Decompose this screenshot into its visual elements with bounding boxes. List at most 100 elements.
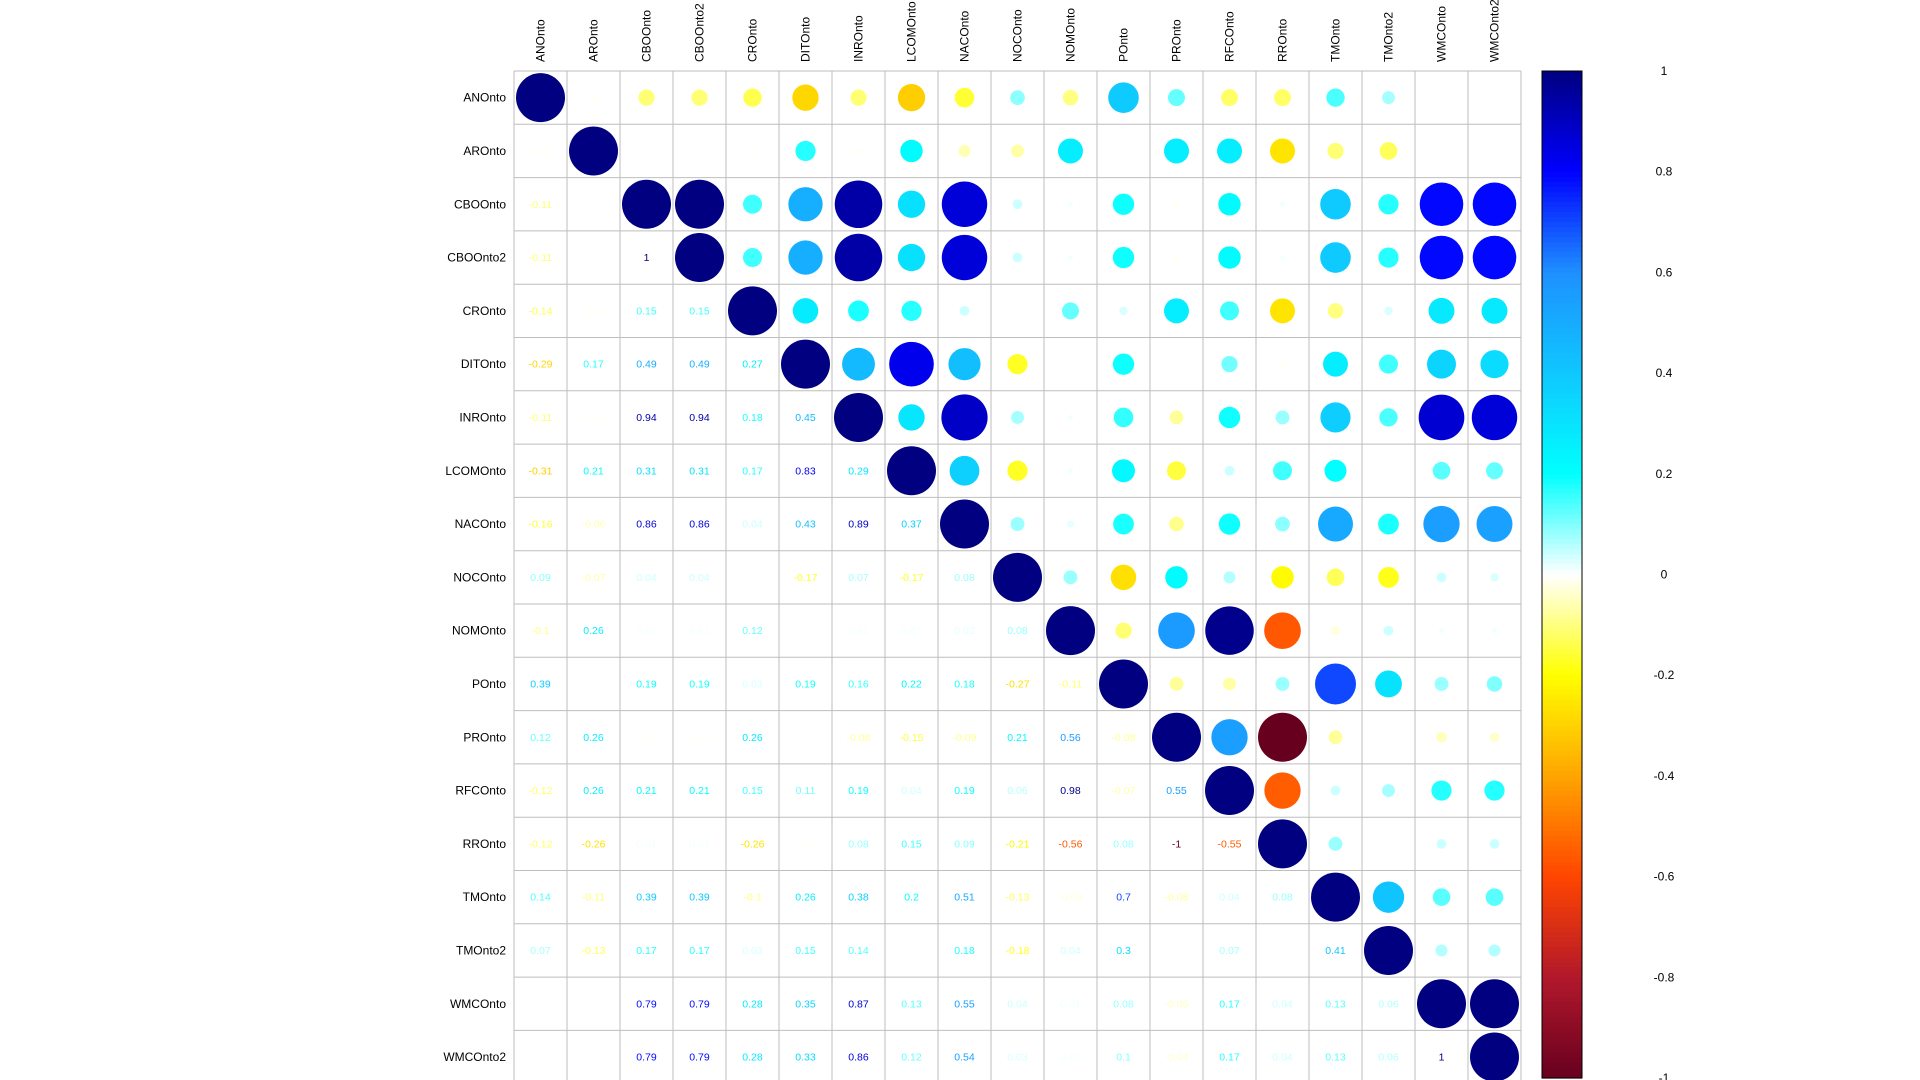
- corr-label-WMCOnto2-CROnto: 0.28: [742, 1052, 763, 1064]
- colorbar-segment: [1542, 282, 1582, 289]
- corr-circle-RFCOnto-TMOnto: [1330, 785, 1341, 796]
- colorbar-segment: [1542, 96, 1582, 102]
- corr-circle-CROnto-LCOMOnto: [901, 300, 922, 321]
- colorbar-segment: [1542, 1072, 1582, 1079]
- corr-label-RFCOnto-ANOnto: -0.12: [529, 785, 553, 797]
- colorbar-segment: [1542, 735, 1582, 742]
- corr-circle-CROnto-DITOnto: [792, 298, 819, 324]
- corr-label-TMOnto2-ANOnto: 0.07: [530, 945, 551, 957]
- colorbar-segment: [1542, 111, 1582, 117]
- col-label-CROnto: CROnto: [746, 18, 760, 62]
- corr-label-WMCOnto2-NOCOnto: 0.03: [1007, 1052, 1028, 1064]
- colorbar-segment: [1542, 634, 1582, 641]
- corr-circle-LCOMOnto-PROnto: [1167, 461, 1186, 481]
- corr-label-TMOnto-ANOnto: 0.14: [530, 892, 551, 904]
- corr-circle-AROnto-NOCOnto: [1011, 144, 1024, 158]
- corr-label-NOCOnto-DITOnto: -0.17: [794, 572, 818, 584]
- row-label-WMCOnto2: WMCOnto2: [443, 1050, 506, 1064]
- corr-label-NOMOnto-CROnto: 0.12: [742, 625, 763, 637]
- corr-circle-NACOnto-NOCOnto: [1010, 517, 1025, 531]
- colorbar-segment: [1542, 297, 1582, 304]
- corr-label-INROnto-CBOOnto2: 0.94: [689, 412, 710, 424]
- corr-label-NOMOnto-CBOOnto2: 0.01: [689, 625, 710, 637]
- corr-circle-CBOOnto2-PROnto: [1174, 255, 1179, 260]
- corr-label-NOMOnto-INROnto: 0.01: [848, 625, 869, 637]
- corr-label-WMCOnto-NOCOnto: 0.04: [1007, 998, 1028, 1010]
- colorbar-segment: [1542, 463, 1582, 470]
- corr-circle-LCOMOnto-RROnto: [1273, 461, 1292, 481]
- corr-label-RROnto-CBOOnto2: 0.01: [689, 838, 710, 850]
- corr-label-TMOnto2-NACOnto: 0.18: [954, 945, 975, 957]
- corr-label-WMCOnto2-INROnto: 0.86: [848, 1052, 869, 1064]
- colorbar-segment: [1542, 322, 1582, 329]
- colorbar-segment: [1542, 891, 1582, 898]
- colorbar-segment: [1542, 337, 1582, 344]
- corr-label-POnto-NACOnto: 0.18: [954, 678, 975, 690]
- colorbar-segment: [1542, 352, 1582, 359]
- corr-circle-RROnto-WMCOnto2: [1489, 838, 1500, 849]
- corr-circle-POnto-POnto: [1099, 659, 1148, 709]
- corr-label-WMCOnto-TMOnto2: 0.06: [1378, 998, 1399, 1010]
- corr-label-RFCOnto-CROnto: 0.15: [742, 785, 763, 797]
- corr-circle-ANOnto-RFCOnto: [1221, 89, 1238, 107]
- colorbar-tick-label: 0: [1661, 568, 1668, 582]
- colorbar-segment: [1542, 942, 1582, 948]
- col-label-RROnto: RROnto: [1276, 18, 1290, 62]
- colorbar-segment: [1542, 680, 1582, 686]
- colorbar-segment: [1542, 770, 1582, 777]
- colorbar-segment: [1542, 952, 1582, 958]
- colorbar-segment: [1542, 705, 1582, 712]
- row-label-POnto: POnto: [472, 677, 506, 691]
- colorbar-segment: [1542, 584, 1582, 591]
- corr-label-POnto-NOMOnto: -0.11: [1059, 678, 1082, 690]
- corr-circle-CBOOnto2-POnto: [1112, 246, 1135, 269]
- corr-label-PROnto-CBOOnto2: -0.01: [688, 732, 712, 744]
- colorbar-segment: [1542, 1067, 1582, 1074]
- corr-label-WMCOnto-RROnto: 0.04: [1272, 998, 1293, 1010]
- colorbar-tick-label: 0.2: [1656, 467, 1673, 481]
- colorbar-segment: [1542, 791, 1582, 797]
- corr-circle-LCOMOnto-NOCOnto: [1007, 460, 1028, 481]
- corr-circle-CBOOnto-POnto: [1112, 193, 1135, 215]
- corr-label-TMOnto2-CROnto: 0.03: [742, 945, 763, 957]
- corr-label-PROnto-CBOOnto: -0.01: [635, 732, 659, 744]
- corr-circle-NOCOnto-PROnto: [1165, 566, 1188, 589]
- corr-circle-CBOOnto2-NOMOnto: [1068, 255, 1073, 260]
- colorbar-segment: [1542, 509, 1582, 515]
- colorbar-segment: [1542, 846, 1582, 853]
- colorbar-segment: [1542, 156, 1582, 163]
- corr-label-WMCOnto-TMOnto: 0.13: [1325, 998, 1346, 1010]
- corr-label-TMOnto2-RFCOnto: 0.07: [1219, 945, 1240, 957]
- colorbar-segment: [1542, 443, 1582, 450]
- colorbar-segment: [1542, 529, 1582, 535]
- corr-circle-ANOnto-POnto: [1108, 82, 1139, 113]
- corr-label-PROnto-NOCOnto: 0.21: [1007, 732, 1028, 744]
- colorbar-segment: [1542, 594, 1582, 601]
- corr-label-WMCOnto2-POnto: 0.1: [1116, 1052, 1131, 1064]
- colorbar-segment: [1542, 312, 1582, 319]
- corr-circle-POnto-WMCOnto: [1434, 677, 1449, 691]
- corr-circle-RROnto-WMCOnto: [1436, 838, 1447, 849]
- colorbar-segment: [1542, 836, 1582, 842]
- colorbar-segment: [1542, 327, 1582, 334]
- corr-circle-CROnto-NACOnto: [959, 305, 970, 316]
- col-label-PROnto: PROnto: [1170, 19, 1184, 62]
- colorbar-segment: [1542, 317, 1582, 324]
- corr-label-WMCOnto-INROnto: 0.87: [848, 998, 869, 1010]
- colorbar-segment: [1542, 292, 1582, 299]
- colorbar-segment: [1542, 201, 1582, 208]
- colorbar-segment: [1542, 428, 1582, 435]
- colorbar-segment: [1542, 393, 1582, 399]
- corr-label-PROnto-NACOnto: -0.09: [953, 732, 977, 744]
- corr-label-TMOnto-NOCOnto: -0.13: [1006, 892, 1030, 904]
- corr-label-RROnto-NOCOnto: -0.21: [1006, 838, 1030, 850]
- colorbar-segment: [1542, 272, 1582, 279]
- row-label-PROnto: PROnto: [463, 730, 506, 744]
- corr-label-DITOnto-AROnto: 0.17: [583, 359, 604, 371]
- row-label-CBOOnto: CBOOnto: [454, 197, 506, 211]
- row-label-INROnto: INROnto: [459, 410, 506, 424]
- colorbar-tick-label: 0.6: [1656, 265, 1673, 279]
- corr-circle-INROnto-WMCOnto: [1418, 394, 1465, 441]
- col-label-NOCOnto: NOCOnto: [1011, 9, 1025, 62]
- col-label-NACOnto: NACOnto: [958, 10, 972, 62]
